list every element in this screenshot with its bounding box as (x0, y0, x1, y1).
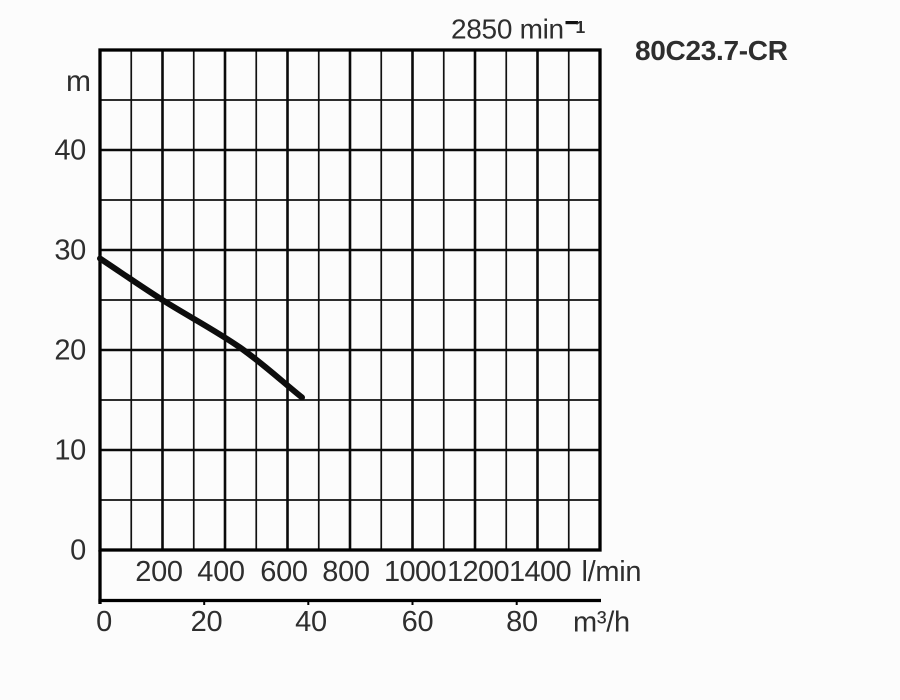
svg-text:m³/h: m³/h (573, 607, 630, 639)
svg-text:80: 80 (506, 606, 538, 638)
svg-text:20: 20 (54, 335, 86, 367)
svg-text:0: 0 (70, 535, 86, 567)
svg-text:400: 400 (197, 556, 245, 588)
svg-text:1400: 1400 (509, 556, 571, 588)
svg-text:20: 20 (191, 606, 223, 638)
svg-text:l/min: l/min (582, 556, 642, 588)
svg-text:0: 0 (96, 606, 112, 638)
svg-text:200: 200 (135, 556, 183, 588)
svg-text:800: 800 (322, 556, 370, 588)
svg-text:600: 600 (260, 556, 308, 588)
svg-text:1000: 1000 (384, 556, 446, 588)
svg-text:40: 40 (295, 606, 327, 638)
svg-text:40: 40 (54, 135, 86, 167)
svg-text:1: 1 (576, 17, 586, 37)
svg-text:m: m (66, 65, 91, 98)
svg-text:80C23.7-CR: 80C23.7-CR (635, 35, 788, 66)
svg-text:30: 30 (54, 235, 86, 267)
svg-text:2850 min: 2850 min (451, 14, 564, 45)
svg-text:1200: 1200 (447, 556, 509, 588)
svg-text:10: 10 (54, 435, 86, 467)
svg-text:60: 60 (402, 606, 434, 638)
